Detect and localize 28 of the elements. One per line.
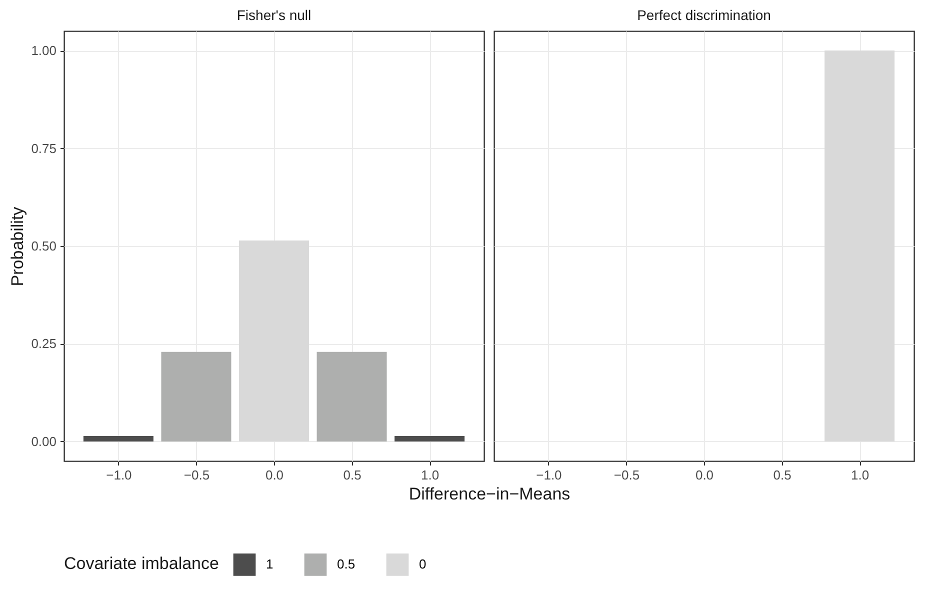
y-axis-title: Probability bbox=[8, 206, 28, 286]
bar bbox=[83, 436, 154, 442]
x-tick-label: −0.5 bbox=[184, 468, 210, 482]
bar bbox=[394, 436, 465, 442]
x-tick-label: 1.0 bbox=[421, 468, 440, 482]
legend-title: Covariate imbalance bbox=[64, 554, 219, 573]
x-tick-label: 0.5 bbox=[343, 468, 362, 482]
chart-title: Perfect discrimination bbox=[637, 7, 771, 23]
y-tick-label: 0.25 bbox=[31, 336, 56, 352]
bar bbox=[161, 352, 232, 442]
x-tick-label: 0.0 bbox=[265, 468, 284, 482]
x-tick-label: −1.0 bbox=[536, 468, 562, 482]
y-tick-label: 0.00 bbox=[31, 434, 56, 449]
y-tick-label: 0.50 bbox=[31, 238, 56, 254]
x-tick-label: 0.0 bbox=[695, 468, 714, 482]
legend-label: 0 bbox=[419, 556, 426, 572]
legend-label: 1 bbox=[266, 556, 274, 572]
x-tick-label: −1.0 bbox=[106, 468, 132, 482]
bar bbox=[316, 352, 387, 442]
legend-label: 0.5 bbox=[337, 556, 356, 572]
y-tick-label: 0.75 bbox=[31, 140, 56, 156]
bar bbox=[239, 240, 309, 442]
x-tick-label: 0.5 bbox=[773, 468, 792, 482]
x-tick-label: −0.5 bbox=[614, 468, 640, 482]
x-axis-title: Difference−in−Means bbox=[408, 484, 570, 504]
y-tick-label: 1.00 bbox=[31, 43, 56, 58]
chart-title: Fisher's null bbox=[236, 7, 312, 23]
x-tick-label: 1.0 bbox=[851, 468, 870, 482]
